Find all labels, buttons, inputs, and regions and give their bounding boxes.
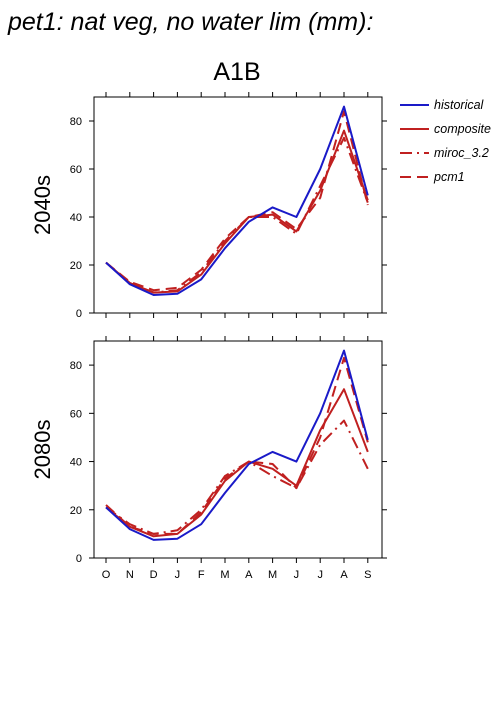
y-tick-label: 20 (70, 505, 82, 517)
legend: historical composite miroc_3.2 pcm1 (400, 98, 491, 184)
legend-label: composite (434, 122, 491, 136)
x-tick-label: N (126, 569, 134, 581)
y-tick-label: 40 (70, 457, 82, 469)
series-line-pcm1 (105, 110, 369, 292)
series-line-composite (105, 129, 369, 294)
x-tick-label: F (198, 569, 205, 581)
page-title: pet1: nat veg, no water lim (mm): (8, 8, 374, 36)
chart-panel-2040s: 0 20 40 60 80 2040s (30, 92, 387, 320)
series-line-historical (105, 105, 369, 296)
x-tick-label: A (340, 569, 348, 581)
chart-title: A1B (213, 58, 260, 86)
series-line-historical (105, 349, 369, 541)
chart-panel-2080s: 0 20 40 60 80 O N D J F M A M J J A S 2080s (30, 336, 387, 581)
panel-label: 2040s (30, 175, 55, 235)
plot-frame (93, 96, 383, 314)
legend-label: historical (434, 98, 485, 112)
x-tick-label: O (102, 569, 111, 581)
x-tick-label: S (364, 569, 371, 581)
plot-frame (93, 340, 383, 559)
y-tick-label: 0 (76, 553, 82, 565)
y-tick-label: 60 (70, 164, 82, 176)
x-tick-label: J (175, 569, 181, 581)
x-tick-label: J (317, 569, 323, 581)
y-tick-label: 80 (70, 116, 82, 128)
y-tick-label: 80 (70, 360, 82, 372)
x-tick-label: A (245, 569, 253, 581)
x-tick-label: D (150, 569, 158, 581)
legend-label: miroc_3.2 (434, 146, 489, 160)
y-tick-label: 0 (76, 308, 82, 320)
x-tick-label: J (294, 569, 300, 581)
x-tick-label: M (268, 569, 277, 581)
panel-label: 2080s (30, 420, 55, 480)
legend-label: pcm1 (433, 170, 465, 184)
y-tick-label: 20 (70, 260, 82, 272)
x-tick-label: M (220, 569, 229, 581)
series-line-pcm1 (105, 356, 369, 535)
y-tick-label: 60 (70, 408, 82, 420)
series-line-miroc_3.2 (105, 136, 369, 294)
y-tick-label: 40 (70, 212, 82, 224)
